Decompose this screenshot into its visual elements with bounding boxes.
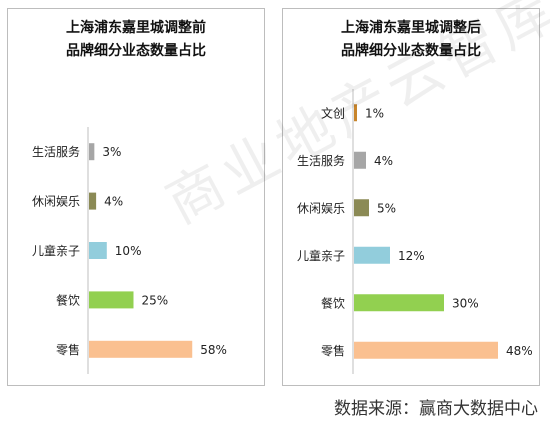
- bar: [354, 199, 369, 217]
- bar: [89, 340, 193, 358]
- data-source-note: 数据来源：赢商大数据中心: [334, 399, 538, 419]
- bar: [89, 291, 134, 309]
- category-label: 生活服务: [32, 144, 80, 159]
- chart-panel-before: 上海浦东嘉里城调整前 品牌细分业态数量占比 生活服务 3% 休闲娱乐 4% 儿童亲子 10…: [7, 8, 265, 386]
- category-label: 餐饮: [56, 292, 80, 307]
- data-label: 48%: [506, 344, 533, 358]
- category-label: 生活服务: [297, 153, 345, 168]
- chart-title-line1: 上海浦东嘉里城调整后: [341, 20, 481, 36]
- bar-chart-after: 文创 1% 生活服务 4% 休闲娱乐 5% 儿童亲子 12% 餐饮 30% 零售 48%: [297, 89, 533, 374]
- category-label: 零售: [56, 342, 80, 357]
- data-label: 4%: [374, 154, 393, 168]
- category-label: 休闲娱乐: [297, 201, 345, 215]
- data-label: 30%: [452, 296, 479, 310]
- data-label: 4%: [104, 195, 123, 209]
- bar-chart-before: 生活服务 3% 休闲娱乐 4% 儿童亲子 10% 餐饮 25% 零售 58%: [32, 127, 227, 374]
- data-label: 25%: [142, 293, 169, 307]
- category-label: 儿童亲子: [297, 248, 345, 263]
- category-label: 休闲娱乐: [32, 195, 80, 209]
- data-label: 3%: [102, 145, 121, 159]
- category-label: 餐饮: [321, 295, 345, 310]
- bar: [89, 242, 107, 259]
- bar: [354, 341, 498, 359]
- bar: [354, 246, 390, 264]
- bar: [354, 151, 366, 169]
- chart-title-line2: 品牌细分业态数量占比: [66, 43, 206, 59]
- bar: [89, 192, 97, 210]
- category-label: 文创: [321, 105, 345, 120]
- category-label: 零售: [321, 343, 345, 358]
- chart-title-line1: 上海浦东嘉里城调整前: [66, 20, 206, 36]
- chart-title-line2: 品牌细分业态数量占比: [341, 43, 481, 59]
- data-label: 1%: [365, 106, 384, 120]
- data-label: 58%: [200, 343, 227, 357]
- category-label: 儿童亲子: [32, 243, 80, 258]
- chart-panel-after: 上海浦东嘉里城调整后 品牌细分业态数量占比 文创 1% 生活服务 4% 休闲娱乐 5% 儿童…: [282, 8, 540, 386]
- bar: [89, 143, 95, 161]
- data-label: 5%: [377, 201, 396, 215]
- bar: [354, 294, 444, 312]
- bar: [354, 104, 357, 122]
- data-label: 10%: [115, 244, 142, 258]
- data-label: 12%: [398, 249, 425, 263]
